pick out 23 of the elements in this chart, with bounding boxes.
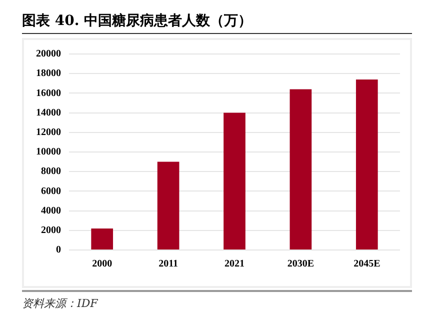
y-tick-label: 14000 bbox=[36, 107, 61, 118]
text: 资料来源：IDF bbox=[22, 296, 99, 311]
y-tick-label: 18000 bbox=[36, 68, 61, 80]
y-tick-label: 10000 bbox=[36, 146, 61, 158]
bar bbox=[224, 112, 246, 250]
y-tick-label: 20000 bbox=[36, 48, 61, 60]
x-tick-label: 2011 bbox=[158, 258, 178, 270]
chart-title: 图表 40. 中国糖尿病患者人数（万） bbox=[22, 8, 412, 34]
y-tick-label: 2000 bbox=[41, 224, 61, 236]
x-tick-label: 2030E bbox=[287, 258, 314, 270]
bar bbox=[157, 162, 180, 250]
bar bbox=[356, 79, 378, 250]
x-tick-label: 2045E bbox=[354, 258, 381, 270]
y-tick-label: 0 bbox=[56, 244, 61, 256]
y-tick-label: 4000 bbox=[41, 205, 61, 216]
y-tick-label: 12000 bbox=[36, 126, 61, 138]
y-tick-label: 6000 bbox=[41, 186, 61, 197]
x-tick-label: 2021 bbox=[224, 258, 244, 270]
x-tick-label: 2000 bbox=[92, 258, 112, 270]
bar bbox=[290, 89, 312, 250]
y-tick-label: 8000 bbox=[41, 166, 61, 178]
bar bbox=[91, 228, 114, 250]
y-tick-label: 16000 bbox=[36, 88, 61, 99]
